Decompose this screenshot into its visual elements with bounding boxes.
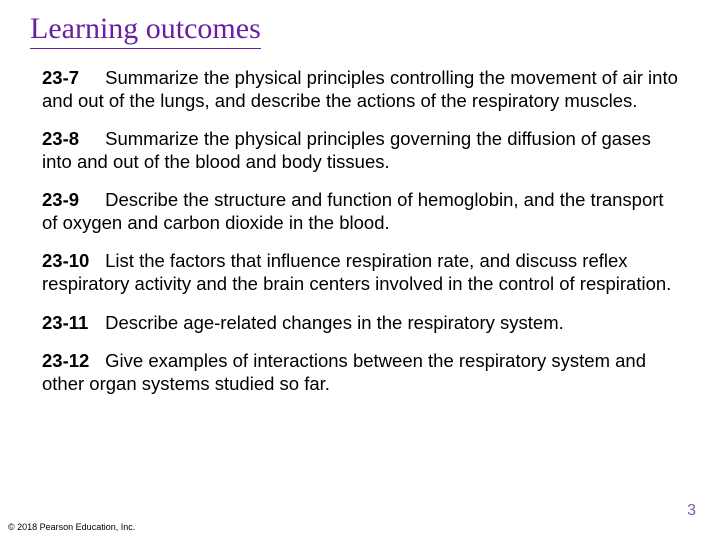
outcome-text: Give examples of interactions between th…: [42, 350, 646, 394]
outcome-text: Describe age-related changes in the resp…: [105, 312, 564, 333]
outcome-item: 23-7 Summarize the physical principles c…: [42, 67, 678, 112]
outcome-text: Summarize the physical principles govern…: [42, 128, 651, 172]
outcome-number: 23-7: [42, 67, 100, 90]
page-number: 3: [687, 502, 696, 520]
outcome-number: 23-10: [42, 250, 100, 273]
outcome-text: List the factors that influence respirat…: [42, 250, 671, 294]
outcome-item: 23-11 Describe age-related changes in th…: [42, 312, 678, 335]
slide: Learning outcomes 23-7 Summarize the phy…: [0, 0, 720, 540]
outcome-item: 23-9 Describe the structure and function…: [42, 189, 678, 234]
outcome-number: 23-8: [42, 128, 100, 151]
outcome-number: 23-12: [42, 350, 100, 373]
copyright-text: © 2018 Pearson Education, Inc.: [8, 522, 135, 532]
outcome-item: 23-12 Give examples of interactions betw…: [42, 350, 678, 395]
outcome-text: Describe the structure and function of h…: [42, 189, 664, 233]
outcome-item: 23-8 Summarize the physical principles g…: [42, 128, 678, 173]
slide-title: Learning outcomes: [30, 12, 261, 49]
outcome-number: 23-9: [42, 189, 100, 212]
outcome-number: 23-11: [42, 312, 100, 335]
outcomes-list: 23-7 Summarize the physical principles c…: [28, 67, 692, 395]
outcome-text: Summarize the physical principles contro…: [42, 67, 678, 111]
outcome-item: 23-10 List the factors that influence re…: [42, 250, 678, 295]
